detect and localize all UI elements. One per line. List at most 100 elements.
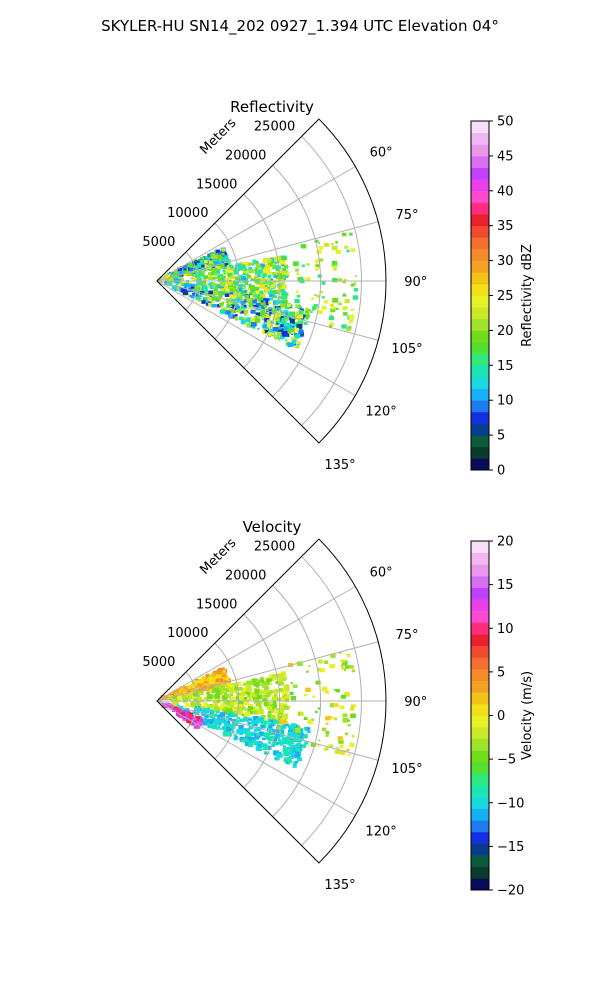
echo-cell (297, 757, 302, 762)
echo-cell (285, 761, 290, 765)
echo-cell (223, 262, 228, 267)
echo-cell (266, 332, 272, 336)
echo-cell (332, 297, 339, 303)
echo-cell (246, 680, 252, 685)
echo-cell (197, 683, 202, 687)
echo-cell (236, 308, 242, 313)
echo-cell (321, 305, 327, 310)
echo-cell (283, 714, 289, 719)
echo-cell (227, 704, 231, 707)
echo-cell (269, 293, 275, 298)
echo-cell (293, 731, 298, 736)
echo-cell (203, 697, 208, 701)
echo-cell (324, 660, 329, 664)
echo-cell (285, 318, 289, 322)
echo-cell (278, 688, 284, 692)
echo-cell (314, 294, 317, 296)
echo-cell (214, 679, 219, 683)
echo-cell (325, 722, 329, 725)
echo-cell (191, 687, 197, 692)
echo-cell (294, 760, 298, 764)
echo-cell (226, 281, 232, 286)
echo-cell (297, 742, 302, 746)
echo-cell (285, 265, 288, 267)
echo-cell (198, 299, 201, 302)
echo-cell (271, 715, 278, 720)
echo-cell (324, 300, 329, 304)
echo-cell (287, 759, 293, 764)
reflectivity-title: Reflectivity (230, 98, 314, 116)
echo-cell (269, 259, 272, 261)
echo-cell (349, 742, 355, 747)
echo-cell (248, 710, 254, 715)
echo-cell (186, 268, 189, 271)
echo-cell (330, 314, 333, 317)
echo-cell (231, 306, 234, 309)
echo-cell (276, 307, 282, 312)
echo-cell (281, 321, 287, 326)
echo-cell (211, 268, 217, 273)
echo-cell (211, 725, 217, 730)
echo-cell (207, 257, 210, 260)
echo-cell (237, 686, 243, 691)
colorbar-swatch (471, 307, 489, 320)
echo-cell (261, 681, 267, 686)
echo-cell (221, 708, 226, 712)
echo-cell (194, 267, 197, 270)
echo-cell (350, 713, 356, 719)
echo-cell (246, 720, 250, 723)
echo-cell (218, 252, 225, 258)
echo-cell (211, 303, 216, 308)
echo-cell (221, 301, 225, 305)
echo-cell (331, 260, 338, 266)
echo-cell (296, 324, 303, 329)
echo-cell (299, 737, 304, 741)
echo-cell (234, 686, 238, 690)
echo-cell (183, 283, 190, 288)
echo-cell (203, 276, 207, 279)
echo-cell (187, 684, 193, 690)
colorbar-swatch (471, 214, 489, 227)
echo-cell (302, 314, 307, 318)
echo-cell (249, 697, 252, 700)
echo-cell (258, 284, 265, 289)
echo-cell (221, 679, 225, 683)
echo-cell (282, 256, 287, 261)
echo-cell (223, 266, 227, 270)
echo-cell (351, 735, 355, 738)
echo-cell (287, 762, 291, 765)
echo-cell (190, 277, 194, 280)
echo-cell (175, 688, 181, 693)
echo-cell (239, 737, 243, 740)
echo-cell (240, 300, 245, 305)
echo-cell (212, 689, 216, 692)
echo-cell (218, 676, 225, 681)
echo-cell (229, 700, 236, 706)
echo-cell (293, 684, 298, 688)
echo-cell (273, 265, 279, 270)
colorbar-swatch (471, 796, 489, 809)
echo-cell (271, 332, 275, 336)
echo-cell (312, 305, 317, 310)
echo-cell (279, 303, 286, 308)
echo-cell (205, 713, 210, 717)
echo-cell (249, 285, 255, 290)
azimuth-gridline (156, 166, 356, 282)
echo-cell (244, 273, 248, 276)
echo-cell (195, 263, 202, 268)
echo-cell (219, 302, 224, 307)
echo-cell (278, 740, 283, 745)
echo-cell (213, 685, 220, 691)
echo-cell (232, 731, 235, 734)
echo-cell (259, 290, 264, 294)
echo-cell (272, 741, 278, 746)
echo-cell (191, 274, 195, 277)
echo-cell (236, 305, 241, 309)
echo-cell (240, 704, 245, 708)
echo-cell (203, 718, 209, 723)
echo-cell (300, 735, 303, 738)
echo-cell (276, 289, 280, 293)
echo-cell (339, 651, 342, 654)
echo-cell (213, 293, 216, 296)
echo-cell (223, 687, 228, 692)
